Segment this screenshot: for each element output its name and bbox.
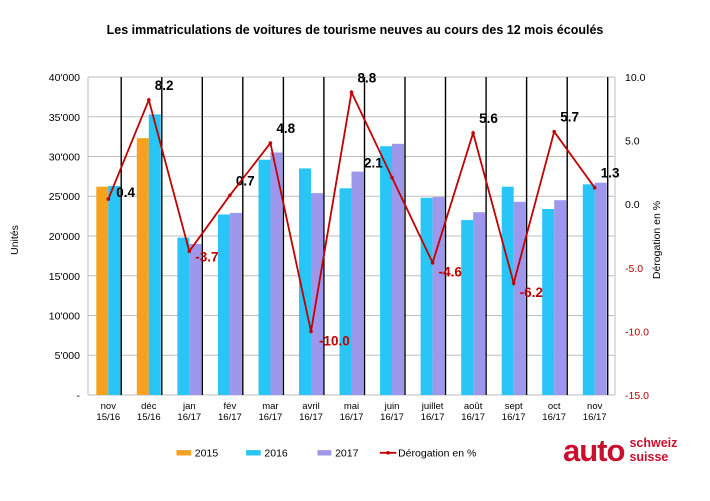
svg-text:16/17: 16/17 — [502, 412, 526, 423]
svg-text:août: août — [464, 401, 483, 412]
svg-text:5.6: 5.6 — [479, 111, 498, 126]
svg-text:16/17: 16/17 — [259, 412, 283, 423]
svg-text:avril: avril — [302, 401, 319, 412]
svg-text:oct: oct — [548, 401, 561, 412]
svg-text:mai: mai — [344, 401, 359, 412]
svg-text:2015: 2015 — [195, 448, 219, 460]
svg-text:5.0: 5.0 — [625, 136, 640, 148]
svg-text:-6.2: -6.2 — [520, 285, 543, 300]
svg-text:juillet: juillet — [421, 401, 444, 412]
svg-text:16/17: 16/17 — [542, 412, 566, 423]
svg-text:16/17: 16/17 — [421, 412, 445, 423]
svg-text:-3.7: -3.7 — [195, 249, 218, 264]
svg-text:35'000: 35'000 — [49, 112, 80, 124]
svg-text:16/17: 16/17 — [380, 412, 404, 423]
svg-text:8.8: 8.8 — [358, 70, 377, 85]
svg-text:mar: mar — [262, 401, 278, 412]
svg-text:5.7: 5.7 — [560, 110, 579, 125]
svg-text:15/16: 15/16 — [137, 412, 161, 423]
svg-text:2017: 2017 — [335, 448, 359, 460]
svg-text:Unités: Unités — [9, 225, 21, 255]
svg-text:-10.0: -10.0 — [625, 326, 649, 338]
svg-text:15'000: 15'000 — [49, 271, 80, 283]
svg-text:16/17: 16/17 — [340, 412, 364, 423]
svg-text:15/16: 15/16 — [96, 412, 120, 423]
svg-text:16/17: 16/17 — [583, 412, 607, 423]
svg-text:16/17: 16/17 — [461, 412, 485, 423]
svg-text:40'000: 40'000 — [49, 72, 80, 84]
svg-text:2.1: 2.1 — [364, 156, 383, 171]
svg-text:juin: juin — [384, 401, 400, 412]
svg-text:10.0: 10.0 — [625, 72, 646, 84]
svg-text:8.2: 8.2 — [155, 78, 174, 93]
svg-text:nov: nov — [101, 401, 117, 412]
svg-text:4.8: 4.8 — [276, 121, 295, 136]
svg-text:16/17: 16/17 — [218, 412, 242, 423]
svg-text:jan: jan — [182, 401, 196, 412]
svg-text:déc: déc — [141, 401, 157, 412]
svg-text:-5.0: -5.0 — [625, 263, 643, 275]
svg-text:Dérogation en %: Dérogation en % — [398, 448, 476, 460]
svg-text:5'000: 5'000 — [55, 350, 81, 362]
svg-text:30'000: 30'000 — [49, 152, 80, 164]
svg-text:-15.0: -15.0 — [625, 390, 649, 402]
svg-text:-: - — [77, 390, 81, 402]
svg-text:0.0: 0.0 — [625, 199, 640, 211]
svg-text:16/17: 16/17 — [177, 412, 201, 423]
svg-text:-4.6: -4.6 — [439, 265, 463, 280]
svg-text:nov: nov — [587, 401, 603, 412]
svg-text:10'000: 10'000 — [49, 311, 80, 323]
svg-text:Les immatriculations de voitur: Les immatriculations de voitures de tour… — [107, 23, 604, 37]
svg-text:Dérogation en %: Dérogation en % — [651, 201, 663, 279]
svg-text:-10.0: -10.0 — [319, 333, 350, 348]
svg-text:25'000: 25'000 — [49, 191, 80, 203]
svg-text:20'000: 20'000 — [49, 231, 80, 243]
svg-text:1.3: 1.3 — [601, 166, 620, 181]
svg-text:0.4: 0.4 — [116, 185, 135, 200]
svg-text:16/17: 16/17 — [299, 412, 323, 423]
svg-text:sept: sept — [505, 401, 523, 412]
svg-text:2016: 2016 — [264, 448, 288, 460]
svg-text:fév: fév — [224, 401, 237, 412]
